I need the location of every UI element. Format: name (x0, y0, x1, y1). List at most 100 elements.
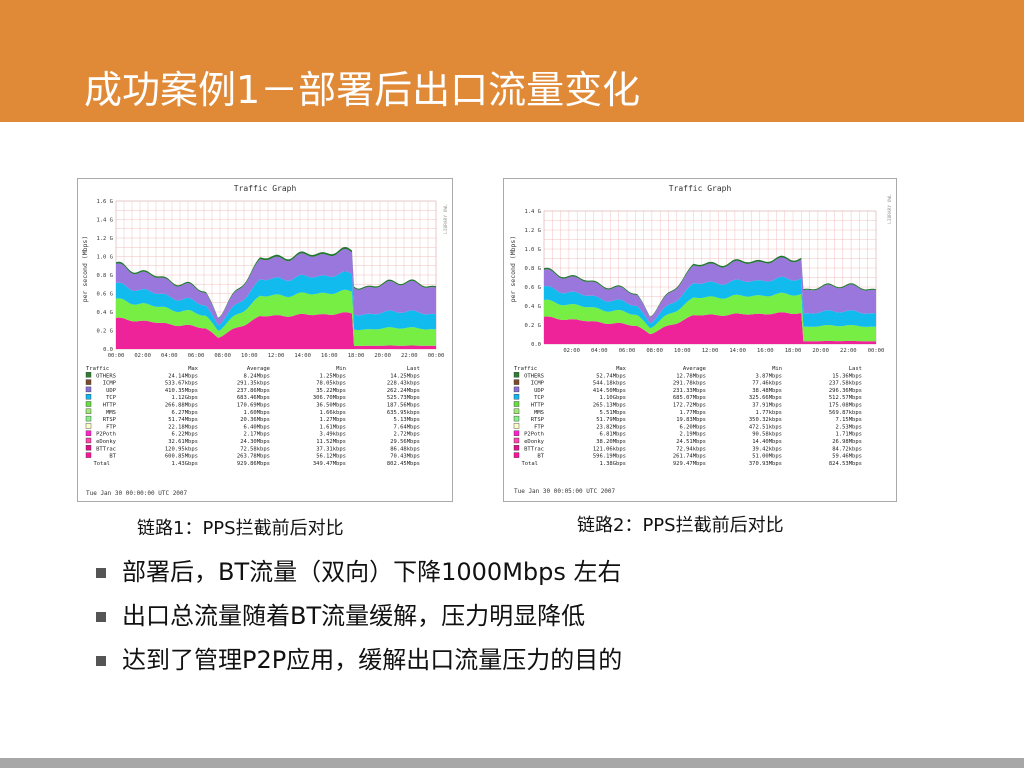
traffic-band (116, 312, 436, 349)
legend-header: Min (772, 366, 782, 372)
legend-value: 414.50Mbps (593, 388, 626, 394)
legend-swatch (513, 408, 520, 415)
legend-value: 187.56Mbps (387, 403, 420, 409)
legend-value: 291.35kbps (237, 381, 270, 387)
y-tick-label: 0.8 G (524, 266, 541, 272)
legend-swatch (85, 415, 92, 422)
legend-value: 228.43kbps (387, 381, 420, 387)
traffic-graph-1-svg: Traffic Graph per second (Mbps) LIBRARY … (81, 184, 449, 497)
legend-value: 569.87kbps (829, 410, 862, 416)
legend-value: 237.58kbps (829, 381, 862, 387)
bullet-item: 部署后，BT流量（双向）下降1000Mbps 左右 (96, 555, 976, 599)
y-tick-label: 1.6 G (96, 199, 113, 205)
legend-value: 291.78kbps (673, 381, 706, 387)
legend-table: Traffic Max Average Min Last OTHERS 24.14Mbps 8… (85, 366, 421, 467)
bullet-text: 部署后，BT流量（双向）下降1000Mbps 左右 (122, 558, 622, 586)
bullet-square-icon (96, 656, 106, 666)
legend-traffic-name: RTSP (531, 417, 545, 423)
legend-header: Max (188, 366, 199, 372)
legend-value: 370.93Mbps (749, 461, 782, 467)
plot-area: 1.4 G 1.2 G 1.0 G 0.8 G 0.6 G 0.4 G 0.2 G 0.0 02… (524, 209, 884, 354)
caption-link-1: 链路1：PPS拦截前后对比 (137, 518, 344, 539)
traffic-band (544, 312, 876, 344)
legend-value: 6.27Mbps (172, 410, 199, 416)
legend-value: 29.56Mbps (390, 439, 420, 445)
x-tick-label: 00:00 (868, 348, 885, 354)
x-tick-label: 10:00 (674, 348, 691, 354)
x-tick-label: 06:00 (188, 353, 205, 359)
legend-swatch (85, 430, 92, 436)
legend-value: 2.17Mbps (244, 432, 271, 438)
traffic-band (544, 276, 876, 329)
legend-swatch (513, 445, 520, 451)
legend-header: Average (683, 366, 706, 372)
x-tick-label: 14:00 (729, 348, 746, 354)
legend-traffic-name: ICMP (103, 381, 117, 387)
legend-value: 472.51kbps (749, 424, 782, 430)
title-bar (0, 0, 1024, 122)
y-tick-label: 0.0 (103, 347, 113, 353)
legend-value: 2.72Mbps (394, 432, 421, 438)
legend-traffic-name: Total (93, 461, 110, 467)
legend-value: 32.61Mbps (168, 439, 198, 445)
legend-value: 70.43Mbps (390, 454, 420, 460)
legend-header: Min (336, 366, 346, 372)
y-tick-label: 0.2 G (96, 329, 113, 335)
legend-traffic-name: TCP (534, 395, 545, 401)
legend-swatch (513, 430, 520, 436)
legend-value: 824.53Mbps (829, 461, 862, 467)
legend-value: 7.15Mbps (836, 417, 863, 423)
legend-traffic-name: BTTrac (96, 446, 116, 452)
legend-value: 1.12Gbps (172, 395, 199, 401)
legend-value: 24.14Mbps (168, 373, 198, 379)
legend-traffic-name: HTTP (103, 403, 117, 409)
legend-value: 38.20Mbps (596, 439, 626, 445)
slide-title: 成功案例1－部署后出口流量变化 (84, 68, 641, 112)
legend-traffic-name: ICMP (531, 381, 545, 387)
x-tick-label: 18:00 (785, 348, 802, 354)
legend-value: 19.83Mbps (676, 417, 706, 423)
x-tick-label: 20:00 (812, 348, 829, 354)
legend-swatch (85, 379, 92, 385)
legend-value: 544.18kbps (593, 381, 626, 387)
legend-value: 22.18Mbps (168, 424, 198, 430)
legend-value: 1.43Gbps (172, 461, 199, 467)
legend-value: 6.81Mbps (600, 432, 627, 438)
legend-traffic-name: BT (537, 454, 544, 460)
traffic-band (116, 271, 436, 331)
legend-value: 296.36Mbps (829, 388, 862, 394)
side-watermark: LIBRARY OWL (887, 194, 893, 224)
y-tick-label: 1.0 G (524, 247, 541, 253)
legend-value: 349.47Mbps (313, 461, 346, 467)
legend-value: 265.13Mbps (593, 403, 626, 409)
legend-value: 1.66kbps (320, 410, 347, 416)
legend-value: 51.74Mbps (168, 417, 198, 423)
legend-traffic-name: BT (109, 454, 116, 460)
graph-title: Traffic Graph (669, 184, 732, 193)
x-tick-label: 20:00 (374, 353, 391, 359)
legend-value: 12.78Mbps (676, 373, 706, 379)
legend-value: 37.31kbps (316, 446, 346, 452)
legend-value: 6.22Mbps (172, 432, 199, 438)
legend-value: 266.88Mbps (165, 403, 198, 409)
legend-header: Last (849, 366, 862, 372)
bullet-square-icon (96, 612, 106, 622)
legend-value: 78.05kbps (316, 381, 346, 387)
traffic-band (116, 289, 436, 346)
graph-timestamp: Tue Jan 30 00:00:00 UTC 2007 (86, 490, 188, 497)
legend-traffic-name: MMS (106, 410, 116, 416)
legend-value: 263.78Mbps (237, 454, 270, 460)
legend-value: 3.87Mbps (756, 373, 783, 379)
legend-traffic-name: RTSP (103, 417, 117, 423)
x-tick-label: 10:00 (241, 353, 258, 359)
legend-swatch (513, 379, 520, 385)
legend-value: 325.66Mbps (749, 395, 782, 401)
legend-traffic-name: eDonky (524, 439, 545, 445)
legend-traffic-name: P2Poth (96, 432, 116, 438)
legend-value: 175.08Mbps (829, 403, 862, 409)
legend-value: 51.00Mbps (752, 454, 782, 460)
traffic-graph-1: Traffic Graph per second (Mbps) LIBRARY … (77, 178, 453, 502)
legend-value: 59.46Mbps (832, 454, 862, 460)
legend-value: 1.10Gbps (600, 395, 627, 401)
legend-value: 1.27Mbps (320, 417, 347, 423)
